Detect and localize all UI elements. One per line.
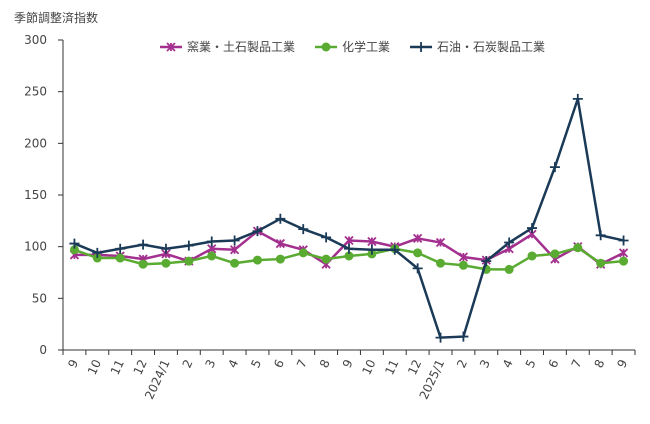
x-tick-label: 10 [359, 357, 378, 377]
data-point [92, 247, 103, 258]
x-tick-label: 5 [248, 357, 264, 370]
x-tick-label: 3 [477, 357, 493, 370]
data-point [549, 162, 560, 173]
data-point [115, 253, 125, 263]
data-point [206, 236, 217, 247]
y-tick-label: 250 [24, 85, 47, 99]
data-point [550, 249, 560, 259]
x-tick-label: 10 [85, 357, 104, 377]
data-point [229, 235, 240, 246]
data-point [230, 258, 240, 268]
data-point [572, 93, 583, 104]
x-tick-label: 4 [500, 357, 516, 370]
data-point [344, 243, 354, 254]
y-axis-title: 季節調整済指数 [14, 10, 98, 25]
data-point [458, 260, 468, 270]
legend-label: 窯業・土石製品工業 [187, 39, 295, 54]
data-point [183, 240, 194, 251]
data-point [573, 243, 583, 253]
data-point [92, 253, 102, 263]
legend-label: 石油・石炭製品工業 [437, 40, 545, 54]
x-tick-label: 3 [203, 357, 219, 370]
data-point [160, 243, 171, 254]
x-tick-label: 6 [271, 357, 287, 370]
x-tick-label: 7 [569, 357, 585, 370]
data-point [595, 230, 606, 241]
data-point [436, 258, 446, 268]
x-tick-label: 11 [382, 357, 401, 377]
data-point [412, 263, 423, 274]
x-tick-label: 9 [340, 357, 356, 370]
legend-marker [321, 42, 331, 52]
x-tick-label: 2 [454, 357, 470, 370]
data-point [504, 264, 514, 274]
data-point [458, 252, 469, 262]
data-point [138, 259, 148, 269]
data-point [435, 332, 446, 343]
data-point [275, 238, 285, 249]
data-point [69, 245, 79, 255]
data-point [596, 258, 606, 268]
x-tick-label: 12 [131, 357, 150, 377]
data-point [252, 226, 263, 237]
legend-marker [416, 42, 427, 52]
data-point [458, 331, 469, 342]
x-tick-label: 8 [591, 357, 607, 370]
data-point [69, 238, 80, 249]
y-tick-label: 200 [24, 136, 47, 150]
x-tick-label: 9 [65, 357, 81, 370]
data-point [298, 248, 308, 258]
y-tick-label: 100 [24, 240, 47, 254]
data-point [138, 239, 149, 250]
data-point [229, 245, 240, 255]
data-point [504, 237, 515, 248]
data-point [367, 236, 377, 247]
x-tick-label: 7 [294, 357, 310, 370]
x-tick-label: 2 [180, 357, 196, 370]
data-point [344, 251, 354, 261]
x-tick-label: 12 [405, 357, 424, 377]
data-point [252, 255, 262, 265]
data-point [275, 213, 286, 224]
y-tick-label: 150 [24, 188, 47, 202]
y-tick-label: 0 [39, 343, 47, 357]
x-tick-label: 11 [108, 357, 127, 377]
x-tick-label: 9 [614, 357, 630, 370]
data-point [527, 251, 537, 261]
data-point [619, 256, 629, 266]
data-point [115, 243, 126, 254]
data-point [618, 248, 629, 258]
data-point [344, 235, 354, 246]
data-point [161, 258, 171, 268]
data-point [321, 254, 331, 264]
data-point [618, 235, 629, 246]
x-tick-label: 5 [523, 357, 539, 370]
data-point [207, 251, 217, 261]
y-tick-label: 50 [32, 291, 47, 305]
data-point [366, 244, 377, 255]
legend-label: 化学工業 [342, 39, 390, 54]
y-tick-label: 300 [24, 33, 47, 47]
x-tick-label: 6 [546, 357, 562, 370]
data-point [389, 244, 400, 255]
data-point [413, 248, 423, 258]
data-point [298, 224, 309, 235]
x-tick-label: 8 [317, 357, 333, 370]
data-point [321, 232, 332, 243]
data-point [184, 256, 194, 266]
data-point [435, 237, 446, 248]
legend-marker [166, 42, 176, 52]
data-point [481, 256, 492, 267]
data-point [275, 254, 285, 264]
series-line [73, 98, 624, 339]
data-point [527, 223, 538, 234]
x-tick-label: 4 [225, 357, 241, 370]
data-point [413, 233, 423, 244]
